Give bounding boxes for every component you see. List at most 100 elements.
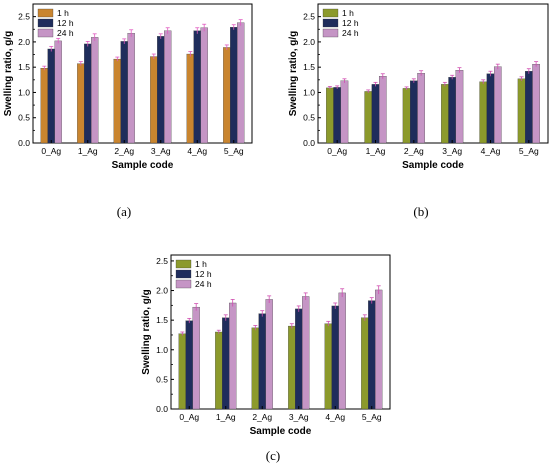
bar — [326, 87, 334, 144]
y-tick-label: 0.0 — [156, 404, 168, 414]
y-axis-title: Swelling ratio, g/g — [288, 31, 299, 117]
bar — [302, 296, 310, 410]
bar — [178, 333, 186, 410]
bar — [223, 47, 231, 144]
bar — [368, 300, 376, 410]
x-tick-label: 3_Ag — [442, 146, 462, 156]
x-tick-label: 4_Ag — [481, 146, 501, 156]
legend-label: 24 h — [342, 28, 359, 38]
x-axis-title: Sample code — [250, 426, 312, 437]
bar — [486, 73, 495, 144]
bar — [375, 289, 383, 410]
x-tick-label: 1_Ag — [78, 146, 98, 156]
bar — [215, 331, 223, 410]
chart-panel-3: 0.0 0.5 1.0 1.5 2.0 2.5 Swelling ratio, g/g 0_A… — [141, 254, 391, 463]
y-tick-label: 2.0 — [156, 286, 168, 296]
legend-label: 1 h — [57, 8, 69, 18]
x-axis-title: Sample code — [112, 160, 174, 171]
chart-panel-2: 0.0 0.5 1.0 1.5 2.0 2.5 Swelling ratio, g/g 0_A… — [288, 3, 549, 219]
x-tick-label: 4_Ag — [325, 412, 345, 422]
y-tick-label: 0.5 — [303, 113, 315, 123]
bar — [448, 77, 456, 144]
legend-label: 12 h — [195, 269, 212, 279]
chart-panel-1: 0.0 0.5 1.0 1.5 2.0 2.5 Swelling ratio, g/g 0_A… — [3, 3, 253, 219]
bar — [127, 33, 135, 144]
bar — [324, 323, 332, 410]
y-tick-label: 0.5 — [156, 374, 168, 384]
y-tick-label: 1.5 — [303, 62, 315, 72]
bar — [417, 73, 425, 144]
y-tick-label: 2.5 — [156, 256, 168, 266]
bar — [200, 27, 208, 144]
legend-swatch — [175, 259, 192, 269]
x-tick-label: 0_Ag — [41, 146, 61, 156]
y-tick-label: 1.0 — [18, 87, 30, 97]
y-tick-label: 1.5 — [18, 62, 30, 72]
bar — [185, 320, 193, 410]
bar — [237, 22, 245, 144]
bar — [40, 68, 48, 144]
panel-label: (b) — [413, 204, 428, 219]
y-tick-label: 2.5 — [303, 12, 315, 22]
legend-swatch — [322, 18, 339, 28]
bar — [186, 53, 194, 144]
legend: 1 h12 h24 h — [37, 8, 74, 38]
x-tick-label: 2_Ag — [252, 412, 272, 422]
y-tick-label: 0.0 — [303, 138, 315, 148]
bar — [441, 84, 449, 144]
bar — [193, 30, 201, 144]
x-tick-label: 0_Ag — [327, 146, 347, 156]
bar — [410, 80, 418, 144]
legend-swatch — [322, 28, 339, 38]
legend-label: 1 h — [342, 8, 354, 18]
bar — [229, 302, 237, 410]
x-tick-label: 4_Ag — [187, 146, 207, 156]
bar — [493, 66, 502, 144]
y-tick-label: 2.0 — [303, 37, 315, 47]
y-tick-label: 1.0 — [156, 345, 168, 355]
legend-label: 24 h — [195, 279, 212, 289]
bar — [157, 36, 165, 144]
bar — [251, 327, 259, 410]
legend-swatch — [37, 18, 54, 28]
bar — [364, 91, 373, 144]
x-tick-label: 2_Ag — [114, 146, 134, 156]
bar — [532, 63, 540, 144]
plot-frame — [170, 254, 391, 410]
y-tick-label: 2.0 — [18, 37, 30, 47]
x-tick-label: 3_Ag — [289, 412, 309, 422]
bar — [91, 37, 99, 144]
legend: 1 h12 h24 h — [322, 8, 359, 38]
x-axis-title: Sample code — [402, 160, 464, 171]
y-tick-label: 2.5 — [18, 12, 30, 22]
legend-swatch — [322, 8, 339, 18]
bar — [361, 317, 369, 410]
bar — [120, 41, 128, 144]
bar — [331, 305, 339, 410]
y-axis-title: Swelling ratio, g/g — [3, 31, 14, 117]
x-tick-label: 1_Ag — [216, 412, 236, 422]
bar — [378, 76, 387, 144]
x-tick-label: 0_Ag — [179, 412, 199, 422]
x-tick-label: 5_Ag — [362, 412, 382, 422]
x-tick-label: 3_Ag — [151, 146, 171, 156]
x-tick-label: 5_Ag — [224, 146, 244, 156]
legend-swatch — [37, 8, 54, 18]
y-axis-title: Swelling ratio, g/g — [141, 289, 152, 375]
bar — [371, 84, 380, 144]
bar — [295, 308, 303, 410]
bar — [517, 78, 526, 144]
legend: 1 h12 h24 h — [175, 259, 212, 289]
plot-frame — [317, 3, 549, 144]
x-tick-label: 2_Ag — [404, 146, 424, 156]
y-tick-label: 0.0 — [18, 138, 30, 148]
bar — [333, 87, 341, 144]
legend-label: 24 h — [57, 28, 74, 38]
plot-frame — [32, 3, 253, 144]
legend-label: 12 h — [57, 18, 74, 28]
bar — [258, 313, 266, 410]
legend-label: 12 h — [342, 18, 359, 28]
bar — [230, 27, 238, 144]
bar — [113, 58, 121, 144]
